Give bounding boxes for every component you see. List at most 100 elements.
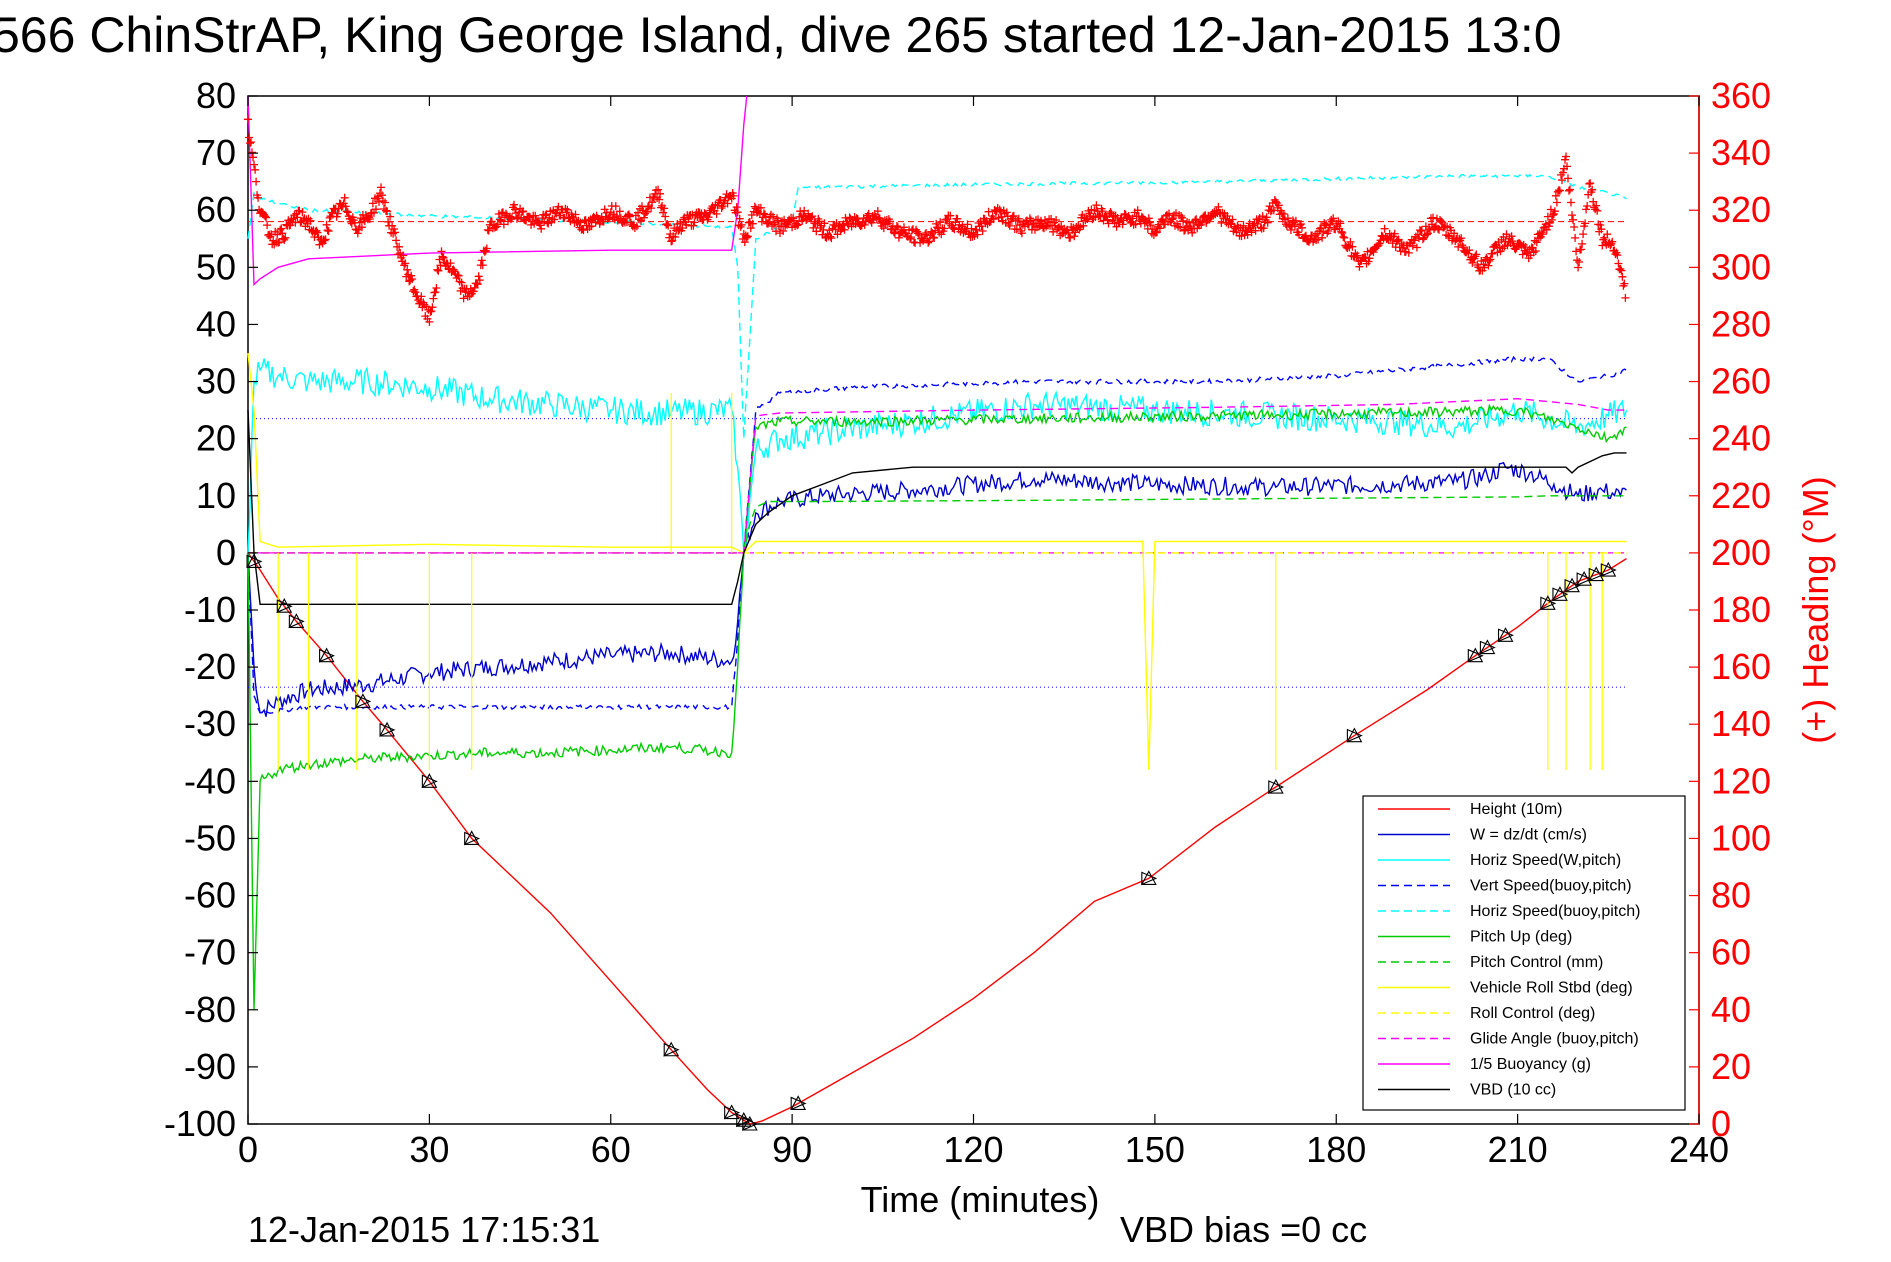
heading-point [383, 207, 392, 216]
heading-point [401, 259, 410, 268]
heading-point [474, 272, 483, 281]
triangle-marker [1467, 648, 1484, 663]
heading-point [1346, 237, 1355, 246]
heading-point [333, 209, 342, 218]
heading-point [274, 238, 283, 247]
y-tick-label-left: 20 [196, 418, 236, 459]
heading-point [840, 225, 849, 234]
legend-label: W = dz/dt (cm/s) [1470, 827, 1587, 844]
legend-box [1362, 795, 1686, 1111]
heading-point [321, 235, 330, 244]
triangle-marker [355, 694, 372, 709]
heading-point [475, 276, 484, 285]
heading-point [1188, 228, 1197, 237]
heading-point [1321, 221, 1330, 230]
heading-point [1155, 224, 1164, 233]
heading-point [989, 215, 998, 224]
heading-point [1484, 261, 1493, 270]
heading-point [792, 219, 801, 228]
heading-point [1361, 253, 1370, 262]
heading-point [342, 207, 351, 216]
heading-point [1563, 162, 1571, 171]
y-tick-label-right: 320 [1711, 189, 1771, 230]
heading-point [1534, 234, 1543, 243]
heading-point [395, 242, 404, 251]
heading-point [785, 215, 794, 224]
heading-point [408, 275, 417, 283]
heading-point [1558, 176, 1566, 185]
heading-point [368, 199, 377, 208]
heading-point [251, 165, 260, 174]
y-axis-left: 80 70 60 50 40 30 20 10 0 -10 -20 -30 -40 -50 -60 -70 -8… [164, 75, 258, 1144]
heading-point [439, 253, 448, 262]
heading-point [1417, 226, 1426, 235]
heading-point [723, 199, 732, 208]
heading-point [433, 265, 442, 274]
heading-point [453, 271, 462, 280]
heading-point [667, 237, 676, 246]
y-tick-label-left: -20 [184, 646, 236, 687]
heading-point [1498, 244, 1507, 253]
heading-point [1163, 210, 1171, 219]
heading-point [736, 222, 745, 231]
heading-point [1418, 235, 1427, 244]
heading-point [1211, 210, 1220, 219]
heading-point [1352, 253, 1361, 262]
heading-point [879, 224, 888, 233]
heading-point [753, 208, 762, 216]
heading-point [807, 213, 816, 222]
heading-point [1340, 233, 1349, 242]
triangle-marker [1141, 871, 1158, 886]
heading-point [946, 211, 955, 220]
heading-point [1014, 214, 1023, 223]
series-line-7 [247, 352, 1627, 770]
heading-point [459, 294, 468, 303]
heading-point [1546, 205, 1555, 214]
heading-point [1228, 215, 1237, 224]
heading-point [1437, 217, 1445, 226]
triangle-marker [1564, 578, 1581, 593]
triangle-marker [354, 693, 371, 708]
heading-point [1577, 245, 1586, 254]
heading-point [1118, 220, 1127, 229]
heading-point [1198, 217, 1207, 226]
heading-point [1098, 207, 1107, 216]
heading-point [1286, 226, 1295, 234]
triangle-marker [723, 1104, 740, 1120]
y-tick-label-left: 0 [216, 532, 236, 573]
heading-point [1112, 222, 1121, 231]
heading-point [925, 237, 934, 246]
heading-point [499, 220, 508, 229]
heading-point [1588, 185, 1597, 194]
heading-point [1591, 205, 1600, 214]
x-tick-label: 210 [1488, 1129, 1548, 1170]
heading-point [1186, 223, 1195, 232]
y-tick-label-right: 160 [1711, 646, 1771, 687]
heading-point [270, 240, 279, 249]
heading-point [1620, 279, 1629, 288]
heading-point [1597, 225, 1606, 234]
heading-point [1555, 186, 1564, 195]
heading-point [585, 222, 594, 231]
heading-point [340, 193, 349, 202]
heading-point [1457, 234, 1466, 243]
heading-point [273, 230, 282, 239]
heading-point [1552, 198, 1561, 207]
heading-point [478, 261, 487, 270]
triangle-marker [463, 830, 480, 845]
heading-point [1110, 219, 1119, 228]
heading-point [742, 233, 751, 242]
heading-point [1511, 245, 1520, 254]
heading-point [1338, 229, 1347, 237]
heading-point [473, 280, 482, 289]
triangle-marker [1479, 640, 1496, 655]
heading-point [1573, 256, 1582, 265]
heading-point [641, 209, 649, 218]
heading-point [623, 211, 632, 220]
triangle-marker [246, 554, 263, 569]
heading-point [1329, 214, 1338, 223]
heading-point [1348, 242, 1357, 251]
heading-point [885, 217, 894, 226]
heading-point [933, 223, 942, 232]
